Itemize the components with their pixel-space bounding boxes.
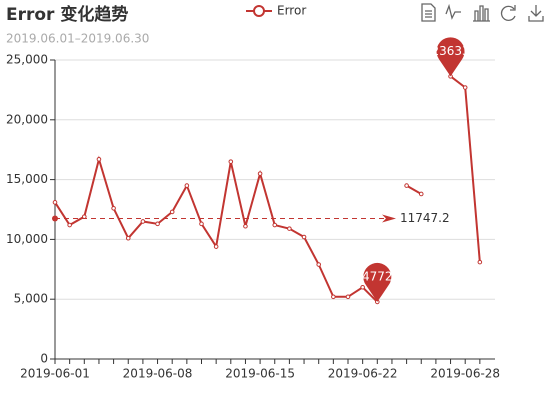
x-tick-label: 2019-06-28 [430,367,500,381]
x-tick-label: 2019-06-01 [20,367,90,381]
point [82,214,87,219]
point [257,171,263,176]
point [477,259,483,265]
point [331,294,336,300]
y-tick-label: 5,000 [14,292,48,306]
point [345,294,351,300]
point [199,221,204,227]
point [125,235,131,241]
chart-subtitle: 2019.06.01–2019.06.30 [6,32,149,46]
point [418,191,424,197]
point [301,234,307,240]
y-tick-label: 10,000 [6,232,48,246]
point [228,159,234,164]
point [316,262,322,267]
point [272,222,278,228]
pin [363,262,392,302]
point [67,222,72,228]
x-tick-label: 2019-06-08 [123,367,193,381]
x-tick-label: 2019-06-22 [328,367,398,381]
point [111,206,116,211]
pin-label: 23633 [431,44,469,58]
point [243,223,248,229]
point [155,221,160,227]
bar-icon[interactable] [473,5,490,22]
point [52,200,58,205]
data-view-icon[interactable] [421,3,436,22]
point [360,284,365,290]
point [96,156,102,162]
x-tick-label: 2019-06-15 [225,367,295,381]
series-line [54,75,481,303]
y-tick-label: 15,000 [6,172,48,186]
line-icon[interactable] [445,3,461,20]
pin [436,37,465,77]
point [213,244,219,249]
legend-label: Error [277,4,306,18]
pin-label: 4772 [362,269,393,283]
legend-symbol [253,5,265,17]
y-tick-label: 25,000 [6,53,48,67]
point [169,209,175,215]
chart-title: Error 变化趋势 [6,4,128,25]
y-tick-label: 20,000 [6,112,48,126]
point [404,183,409,188]
point [140,219,146,224]
save-icon[interactable] [528,5,544,22]
point [287,226,292,231]
restore-icon[interactable] [500,5,516,21]
y-tick-label: 0 [40,352,48,366]
point [462,85,468,90]
toolbox[interactable] [421,3,544,22]
average-arrow [382,214,396,223]
average-label: 11747.2 [400,211,450,225]
point [184,183,190,188]
